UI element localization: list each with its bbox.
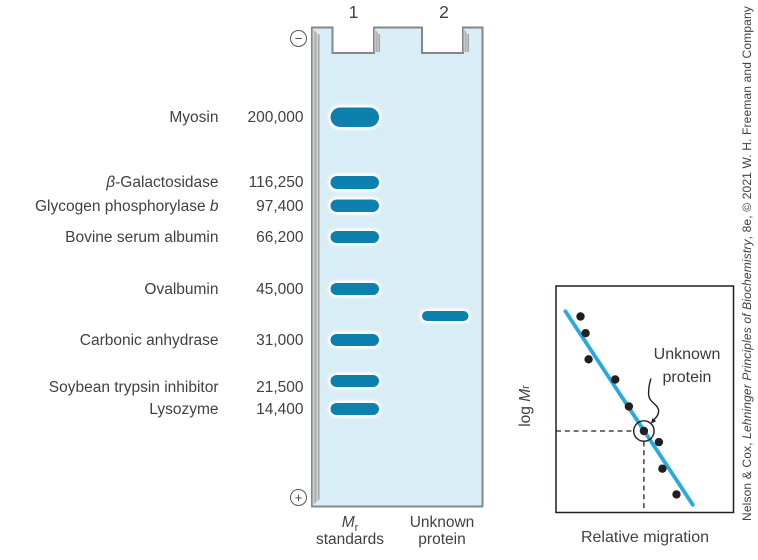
mr-value-carbonic-anhydrase: 31,000 <box>256 332 304 349</box>
plus-symbol: + <box>294 489 303 505</box>
lane-2-caption-line2: protein <box>418 531 466 548</box>
protein-label-bovine-serum-albumin: Bovine serum albumin <box>65 229 218 247</box>
gel-band <box>329 401 381 417</box>
minus-symbol: − <box>294 30 303 46</box>
protein-label-text: Soybean trypsin inhibitor <box>48 379 219 396</box>
cathode-minus-icon: − <box>290 29 307 47</box>
scatter-dot <box>611 375 620 384</box>
protein-label-glycogen-phosphorylase: Glycogen phosphorylase b <box>35 198 219 216</box>
mr-value-ovalbumin: 45,000 <box>256 280 304 298</box>
lane-2-number: 2 <box>439 2 449 22</box>
protein-label-text: Carbonic anhydrase <box>79 332 219 349</box>
protein-label-bgalactosidase: β-Galactosidase <box>106 174 218 192</box>
mr-symbol: M <box>341 513 355 531</box>
scatter-dot <box>654 437 664 447</box>
lane-1-caption: Mr standards <box>290 514 410 549</box>
annotation-line2: protein <box>662 369 712 386</box>
anode-plus-icon: + <box>290 488 307 506</box>
scatter-dot <box>658 464 667 473</box>
scatter-dot <box>584 355 593 364</box>
gel-band <box>329 198 381 214</box>
protein-label-text: -Galactosidase <box>115 173 219 191</box>
gel-band-unknown <box>420 309 470 323</box>
scatter-dot <box>624 402 634 411</box>
mr-value-bgalactosidase: 116,250 <box>248 173 304 191</box>
lane-1-caption-line2: standards <box>315 531 385 548</box>
protein-label-myosin: Myosin <box>169 109 218 127</box>
protein-label-ovalbumin: Ovalbumin <box>144 281 218 299</box>
annotation-arrowhead <box>650 418 657 424</box>
lane-1-number: 1 <box>348 2 359 22</box>
gel-band <box>329 281 381 297</box>
unknown-protein-annotation: Unknown protein <box>627 343 747 389</box>
gel-left-bevel <box>312 28 319 506</box>
protein-label-text: Bovine serum albumin <box>65 229 219 246</box>
credit-publisher: , 8e, © 2021 W. H. Freeman and Company <box>740 6 754 240</box>
protein-label-text: Ovalbumin <box>144 280 219 298</box>
gel-band <box>329 106 381 129</box>
plot-frame <box>555 285 735 514</box>
mr-value-glycogen-phosphorylase: 97,400 <box>256 197 304 215</box>
scatter-dot <box>672 490 681 499</box>
scatter-dot <box>639 426 649 436</box>
credit-authors: Nelson & Cox, <box>740 438 754 521</box>
mr-value-lysozyme: 14,400 <box>256 400 304 418</box>
lane-1-caption-line1: Mr <box>290 513 410 534</box>
annotation-line1: Unknown <box>653 346 721 363</box>
well2-right-bevel <box>463 28 469 52</box>
protein-label-carbonic-anhydrase: Carbonic anhydrase <box>80 332 219 350</box>
gel-band <box>329 332 381 348</box>
ylabel-m: M <box>517 388 534 402</box>
gel-bands <box>329 106 470 417</box>
scatter-plot <box>555 285 735 514</box>
protein-label-text: Myosin <box>169 108 219 126</box>
protein-label-prefix: β <box>106 173 116 191</box>
data-points <box>576 312 681 499</box>
well1-right-bevel <box>374 28 380 52</box>
mr-value-soybean-trypsin-inhibitor: 21,500 <box>256 379 304 396</box>
scatter-dot <box>576 312 585 321</box>
lane-2-caption: Unknown protein <box>382 514 502 549</box>
protein-label-soybean-trypsin-inhibitor: Soybean trypsin inhibitor <box>49 379 219 397</box>
unknown-protein-circle <box>633 420 655 442</box>
mr-subscript: r <box>354 521 359 534</box>
protein-label-text: Glycogen phosphorylase <box>34 197 210 215</box>
mr-value-myosin: 200,000 <box>247 108 304 126</box>
protein-label-text: Lysozyme <box>149 400 219 418</box>
protein-label-lysozyme: Lysozyme <box>149 401 218 419</box>
credit-book-title: Lehninger Principles of Biochemistry <box>740 239 754 439</box>
mr-value-bovine-serum-albumin: 66,200 <box>256 229 304 246</box>
annotation-arrow <box>647 378 660 421</box>
scatter-dot <box>581 329 590 338</box>
gel-band <box>329 174 381 191</box>
x-axis-label: Relative migration <box>580 529 710 546</box>
gel-band <box>329 373 381 389</box>
lane-2-caption-line1: Unknown <box>409 513 475 531</box>
copyright-credit: Nelson & Cox, Lehninger Principles of Bi… <box>740 6 754 521</box>
protein-label-suffix: b <box>209 197 219 215</box>
gel-band <box>329 229 381 245</box>
gel-slab <box>311 26 484 508</box>
ylabel-log: log <box>517 401 534 427</box>
